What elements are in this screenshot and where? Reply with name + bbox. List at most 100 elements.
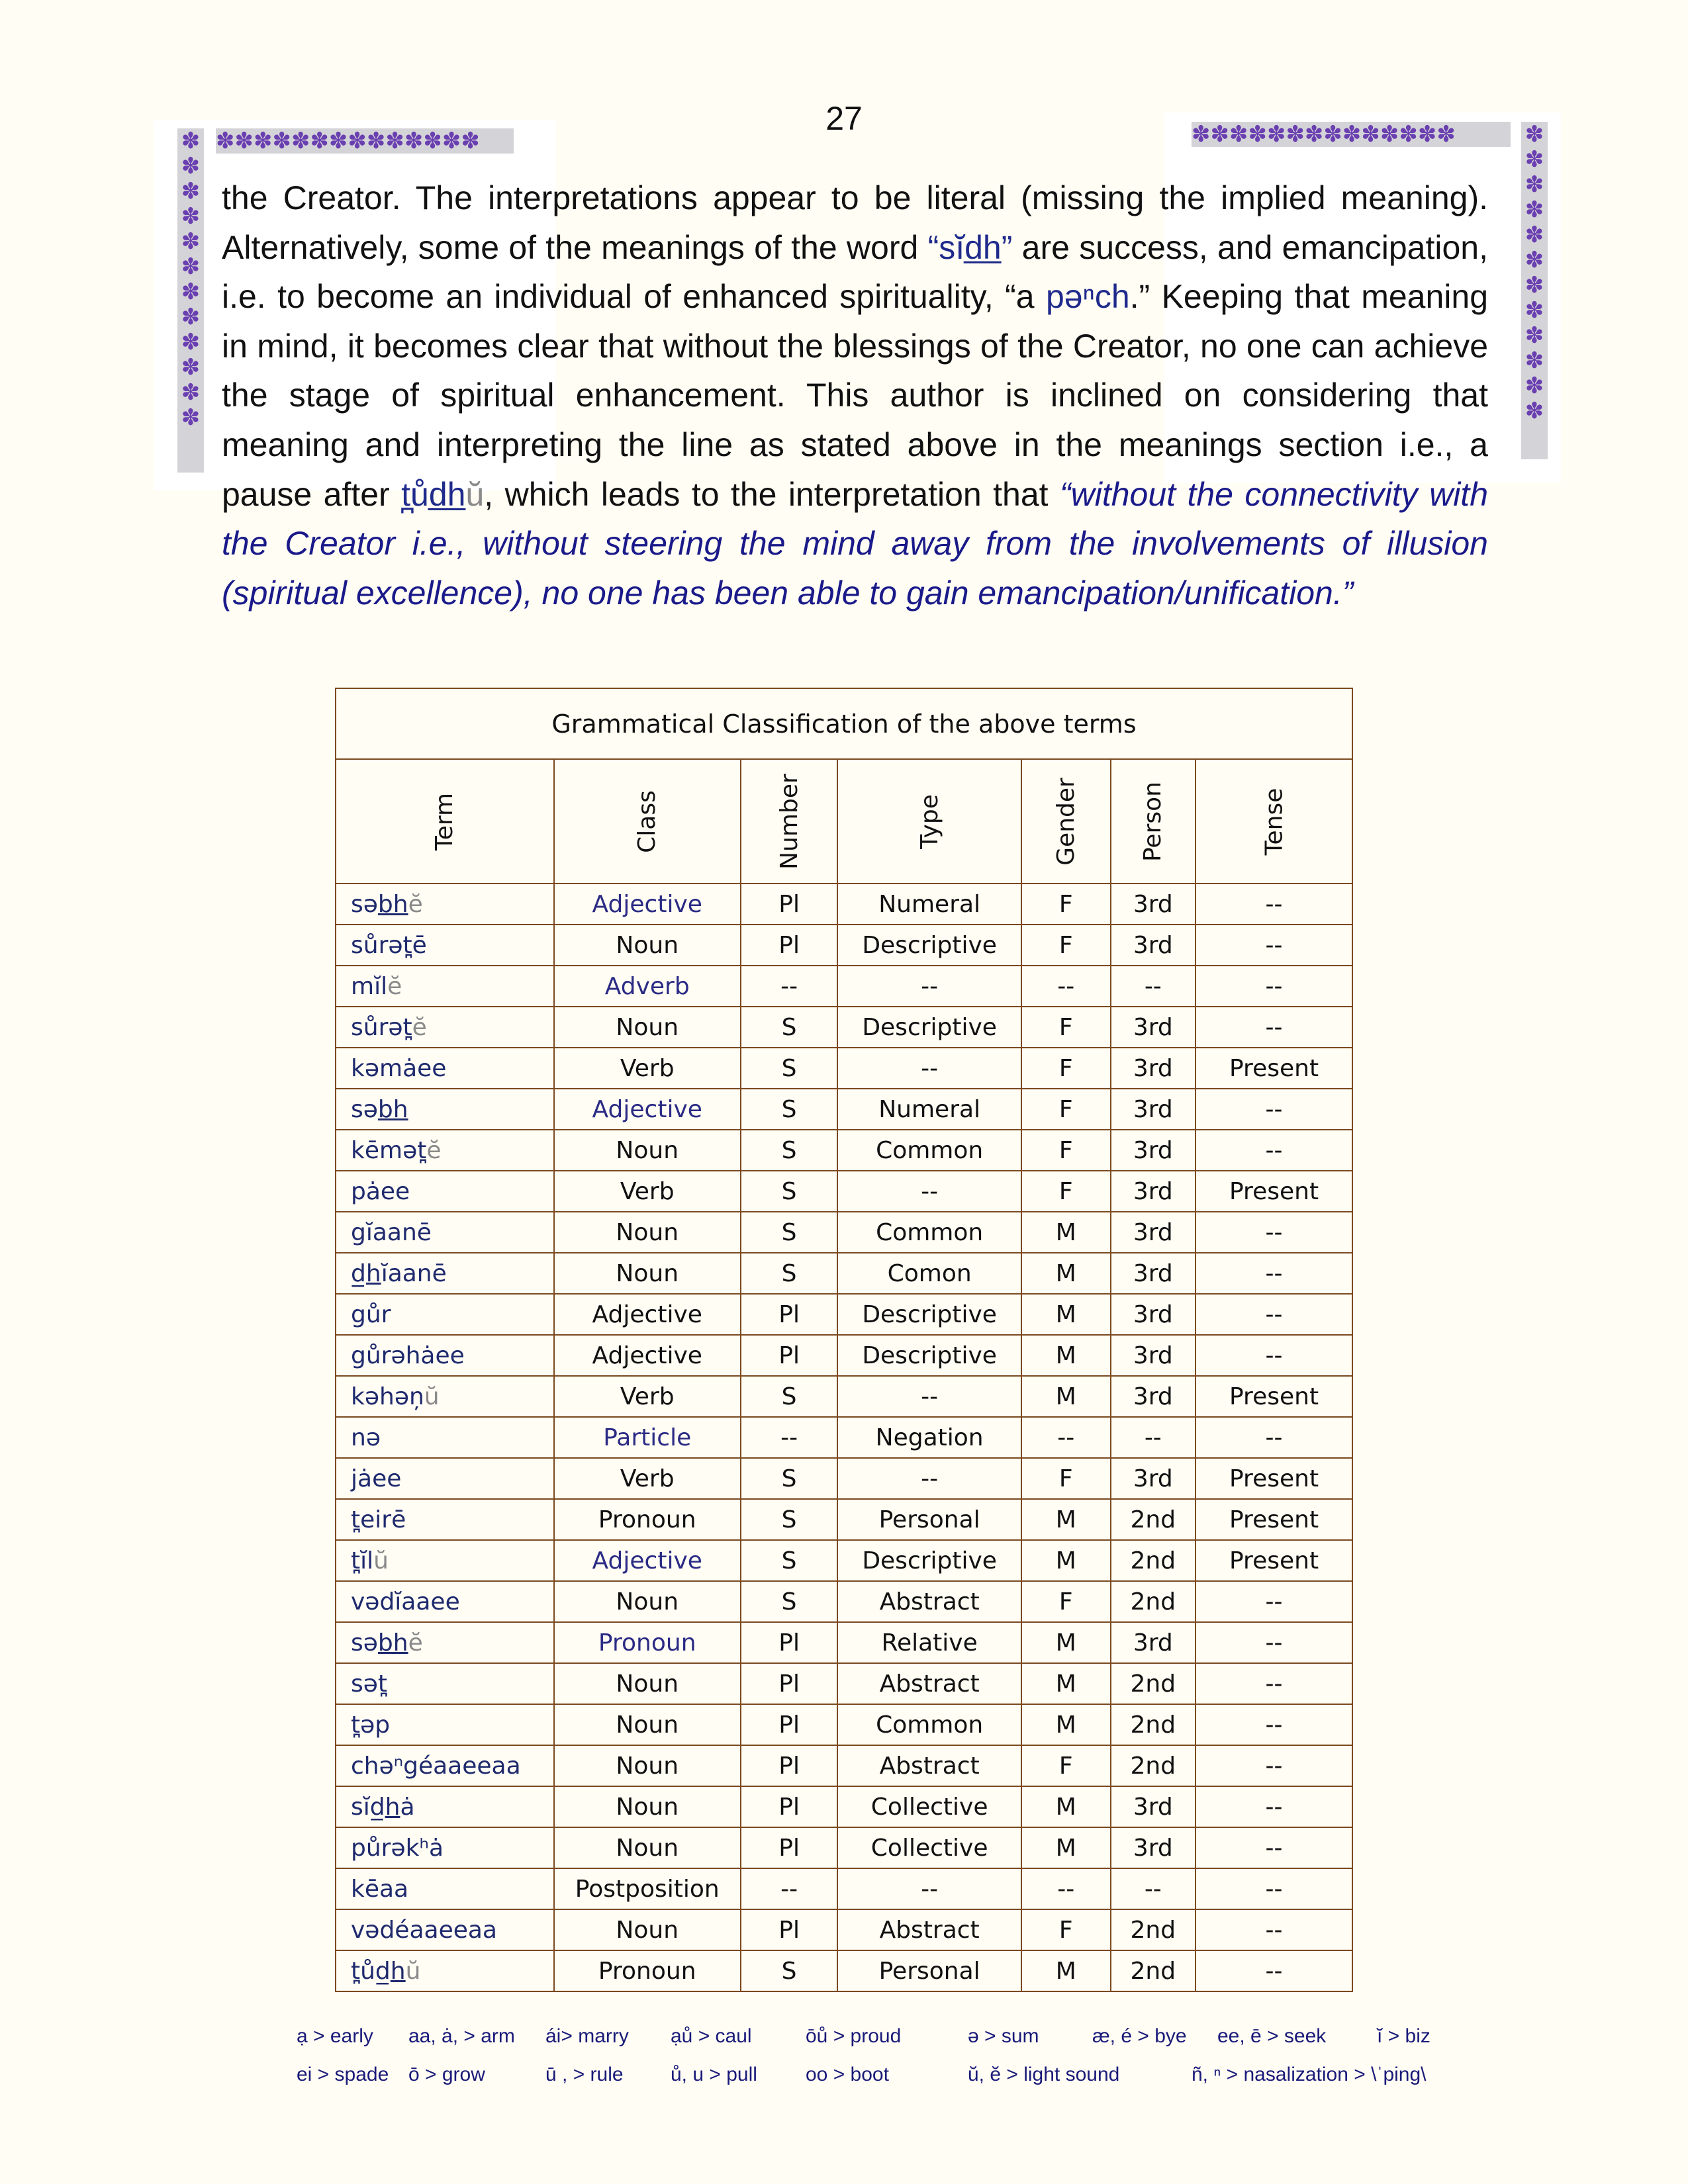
term-segment: bh [377, 890, 408, 918]
table-row: səbhĕ Adjective Pl Numeral F 3rd -- [335, 883, 1353, 925]
term-segment: nə [351, 1424, 381, 1451]
cell-class: Pronoun [553, 1950, 741, 1992]
cell-person: 3rd [1109, 1827, 1197, 1869]
cell-type: Numeral [837, 1088, 1022, 1130]
legend-item: ei > spade [297, 2064, 389, 2085]
cell-tense: -- [1195, 965, 1353, 1007]
table-row: kēaa Postposition -- -- -- -- -- [335, 1868, 1353, 1910]
table-row: sůrət̪ĕ Noun S Descriptive F 3rd -- [335, 1006, 1353, 1048]
cell-term: kəhəņŭ [335, 1375, 555, 1418]
column-header-type: Type [837, 758, 1022, 884]
cell-number: Pl [739, 1786, 839, 1828]
cell-person: 3rd [1109, 1170, 1197, 1212]
cell-type: Abstract [837, 1909, 1022, 1951]
cell-tense: Present [1195, 1047, 1353, 1089]
cell-class: Noun [553, 1662, 741, 1705]
cell-number: S [739, 1580, 839, 1623]
cell-class: Particle [553, 1416, 741, 1459]
cell-person: 2nd [1109, 1745, 1197, 1787]
cell-type: Descriptive [837, 924, 1022, 966]
term-tudhu: t̪ůd̲h̲ [401, 475, 466, 513]
cell-number: S [739, 1129, 839, 1171]
cell-gender: F [1020, 1129, 1111, 1171]
cell-gender: -- [1020, 1416, 1111, 1459]
cell-type: Personal [837, 1498, 1022, 1541]
legend-item: ŭ, ĕ > light sound [968, 2064, 1120, 2085]
cell-number: S [739, 1539, 839, 1582]
header-frame-left [154, 120, 556, 491]
term-segment: h [365, 1259, 381, 1287]
cell-gender: M [1020, 1252, 1111, 1295]
term-segment: půrəkʰȧ [351, 1834, 444, 1862]
term-segment: d̲ [351, 1259, 366, 1287]
cell-term: půrəkʰȧ [335, 1827, 555, 1869]
cell-term: kēmət̪ĕ [335, 1129, 555, 1171]
term-segment: ĭaanē [381, 1259, 447, 1287]
column-header-label: Term [431, 792, 459, 850]
cell-tense: -- [1195, 1006, 1353, 1048]
cell-tense: -- [1195, 1704, 1353, 1746]
legend-item: ạů > caul [671, 2025, 752, 2047]
term-segment: gůr [351, 1300, 391, 1328]
term-segment: vədéaaeeaa [351, 1916, 497, 1944]
cell-term: mĭlĕ [335, 965, 555, 1007]
cell-term: vədĭaaee [335, 1580, 555, 1623]
body-paragraph: the Creator. The interpretations appear … [222, 173, 1488, 617]
cell-person: 3rd [1109, 1088, 1197, 1130]
term-segment: ĕ [408, 1629, 423, 1657]
legend-item: ñ, ⁿ > nasalization > \ˈping\ [1192, 2064, 1427, 2085]
term-panch: pəⁿch [1045, 278, 1130, 316]
cell-number: S [739, 1252, 839, 1295]
cell-type: Relative [837, 1621, 1022, 1664]
cell-number: Pl [739, 1662, 839, 1705]
term-segment: ȧ [400, 1793, 415, 1821]
cell-number: Pl [739, 1745, 839, 1787]
cell-tense: -- [1195, 1416, 1353, 1459]
cell-gender: M [1020, 1293, 1111, 1336]
cell-class: Verb [553, 1375, 741, 1418]
legend-item: ů, u > pull [671, 2064, 757, 2085]
grammar-table: Grammatical Classification of the above … [335, 688, 1353, 1992]
term-segment: sůrət̪ [351, 1013, 412, 1041]
cell-class: Noun [553, 1909, 741, 1951]
cell-tense: -- [1195, 1786, 1353, 1828]
cell-term: t̪ĭlŭ [335, 1539, 555, 1582]
cell-tense: -- [1195, 1211, 1353, 1253]
cell-term: t̪ůd̲hŭ [335, 1950, 555, 1992]
table-row: mĭlĕ Adverb -- -- -- -- -- [335, 965, 1353, 1007]
term-segment: gĭaanē [351, 1218, 432, 1246]
cell-class: Adjective [553, 1334, 741, 1377]
term-segment: kəmȧee [351, 1054, 447, 1082]
cell-number: S [739, 1047, 839, 1089]
column-header-tense: Tense [1195, 758, 1353, 884]
cell-number: S [739, 1088, 839, 1130]
cell-class: Noun [553, 1006, 741, 1048]
cell-tense: -- [1195, 1662, 1353, 1705]
cell-number: Pl [739, 1621, 839, 1664]
cell-tense: -- [1195, 1827, 1353, 1869]
cell-term: gůr [335, 1293, 555, 1336]
cell-number: Pl [739, 1909, 839, 1951]
term-segment: t̪eirē [351, 1506, 406, 1533]
cell-type: Personal [837, 1950, 1022, 1992]
table-row: kəmȧee Verb S -- F 3rd Present [335, 1047, 1353, 1089]
table-row: pȧee Verb S -- F 3rd Present [335, 1170, 1353, 1212]
cell-number: S [739, 1211, 839, 1253]
table-row: səbh Adjective S Numeral F 3rd -- [335, 1088, 1353, 1130]
cell-tense: -- [1195, 924, 1353, 966]
term-segment: vədĭaaee [351, 1588, 460, 1615]
term-segment: mĭl [351, 972, 388, 1000]
term-sidh: “sĭd̲h̲” [927, 228, 1013, 266]
column-header-label: Class [633, 790, 661, 853]
cell-gender: M [1020, 1334, 1111, 1377]
cell-class: Adjective [553, 1293, 741, 1336]
cell-tense: -- [1195, 1745, 1353, 1787]
table-row: t̪əp Noun Pl Common M 2nd -- [335, 1704, 1353, 1746]
term-segment: sə [351, 1095, 378, 1123]
cell-term: səbhĕ [335, 1621, 555, 1664]
legend-item: ū , > rule [545, 2064, 624, 2085]
cell-tense: Present [1195, 1170, 1353, 1212]
text: the Creator. The interpretations appear … [222, 179, 1488, 266]
column-header-term: Term [335, 758, 555, 884]
table-row: vədéaaeeaa Noun Pl Abstract F 2nd -- [335, 1909, 1353, 1951]
